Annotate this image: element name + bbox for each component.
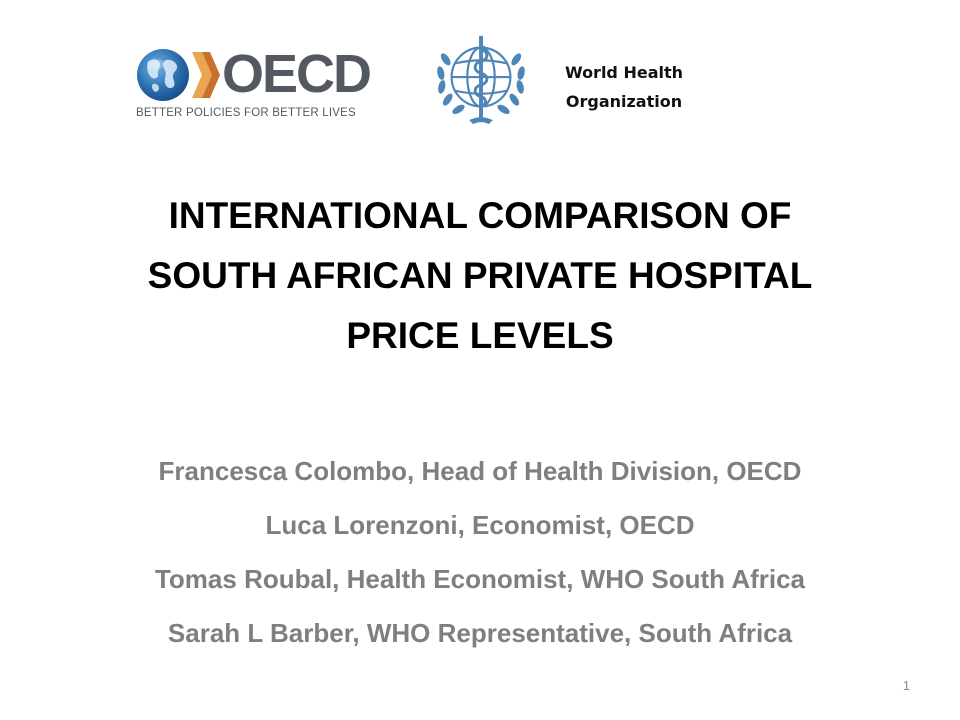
author-4: Sarah L Barber, WHO Representative, Sout… [167, 618, 793, 648]
authors-list: Francesca Colombo, Head of Health Divisi… [40, 444, 920, 660]
who-name-line-2: Organization [565, 92, 683, 111]
title-line-3: PRICE LEVELS [346, 315, 614, 356]
slide-title: INTERNATIONAL COMPARISON OF SOUTH AFRICA… [40, 186, 920, 366]
who-emblem-icon [437, 35, 525, 125]
author-2: Luca Lorenzoni, Economist, OECD [265, 510, 695, 540]
oecd-wordmark: OECD [222, 44, 372, 104]
who-name: World Health Organization [540, 58, 708, 116]
globe-icon [137, 49, 189, 101]
oecd-logo: OECD BETTER POLICIES FOR BETTER LIVES [132, 44, 372, 122]
author-1: Francesca Colombo, Head of Health Divisi… [158, 456, 802, 486]
page-number: 1 [902, 678, 910, 693]
chevrons-icon [192, 52, 220, 98]
title-line-1: INTERNATIONAL COMPARISON OF [168, 195, 792, 236]
who-name-line-1: World Health [564, 63, 684, 82]
author-3: Tomas Roubal, Health Economist, WHO Sout… [154, 564, 806, 594]
title-line-2: SOUTH AFRICAN PRIVATE HOSPITAL [147, 255, 813, 296]
oecd-tagline: BETTER POLICIES FOR BETTER LIVES [136, 107, 356, 119]
